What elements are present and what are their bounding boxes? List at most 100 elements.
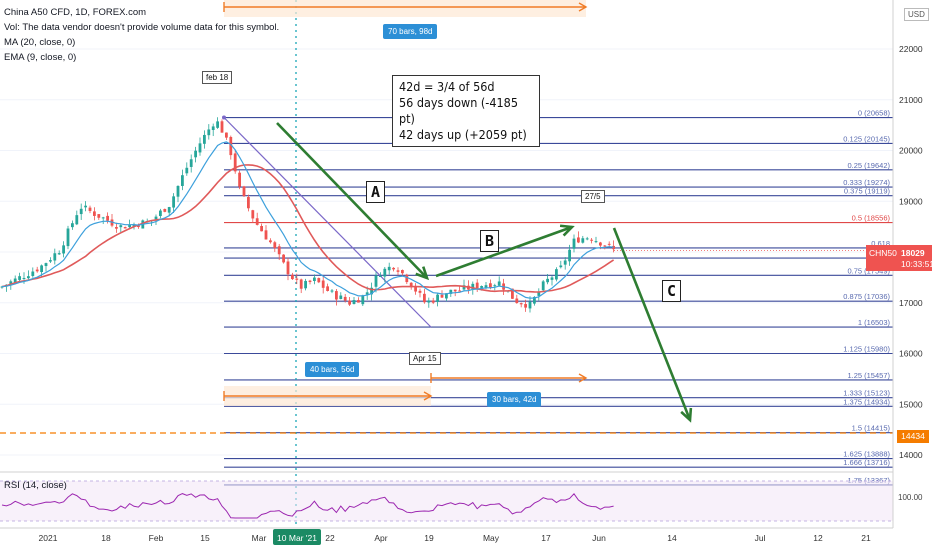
candle-body (264, 230, 268, 240)
x-tick-label: Jun (592, 533, 606, 543)
ruler-56d-head (423, 391, 433, 401)
ema-9-line (1, 141, 614, 299)
fib-level-label: 0 (20658) (858, 109, 891, 118)
candle-body (35, 269, 39, 272)
candle-body (304, 280, 307, 289)
candle-body (207, 129, 211, 136)
fib-level-label: 0.875 (17036) (843, 292, 890, 301)
candle-body (511, 288, 514, 299)
candle-body (181, 175, 184, 186)
candle-body (361, 295, 365, 305)
candle-body (62, 245, 65, 254)
note-box[interactable]: 42d = 3/4 of 56d 56 days down (-4185 pt)… (392, 75, 540, 147)
candle-body (352, 300, 356, 304)
ma-20-line (1, 164, 615, 293)
last-price-badge[interactable]: CHN50 18029 10:33:51 (866, 245, 932, 271)
candle-body (299, 279, 303, 289)
fib-level-label: 1 (16503) (858, 318, 891, 327)
y-tick-label: 14000 (899, 450, 923, 460)
feb18-label[interactable]: feb 18 (202, 71, 233, 84)
currency-label[interactable]: USD (904, 8, 929, 21)
candle-body (40, 265, 43, 273)
candle-body (519, 303, 523, 305)
candle-body (577, 237, 580, 243)
ma-legend[interactable]: MA (20, close, 0) (4, 37, 76, 48)
candle-body (405, 274, 409, 283)
label-c[interactable]: C (662, 280, 682, 302)
candle-body (163, 209, 167, 212)
fib-level-label: 0.5 (18556) (852, 214, 891, 223)
candle-body (128, 224, 131, 228)
candle-body (559, 265, 563, 268)
candle-body (370, 287, 373, 295)
candle-body (484, 285, 488, 288)
fib-retracement[interactable]: 0 (20658) 0.125 (20145) 0.25 (19642) 0.333 … (224, 109, 893, 486)
fib-level-label: 1.333 (15123) (843, 389, 890, 398)
candle-body (189, 159, 193, 167)
arrow-b-head (559, 224, 575, 237)
candle-body (101, 217, 105, 219)
rsi-level-label: 100.00 (898, 493, 923, 502)
candle-body (220, 121, 224, 133)
apr15-label[interactable]: Apr 15 (409, 352, 441, 365)
candle-body (66, 228, 70, 247)
label-a[interactable]: A (366, 181, 386, 203)
candle-body (528, 301, 532, 309)
candle-body (431, 300, 435, 303)
arrow-c[interactable] (612, 227, 692, 421)
candle-body (335, 291, 338, 300)
candle-body (211, 126, 215, 131)
bars-40-tag[interactable]: 40 bars, 56d (305, 362, 360, 377)
rsi-pane[interactable] (0, 471, 893, 522)
ema-legend[interactable]: EMA (9, close, 0) (4, 52, 77, 63)
note-line-3: 42 days up (+2059 pt) (399, 127, 527, 142)
cursor-date-badge[interactable] (273, 529, 321, 545)
x-tick-label: 10 Mar '21 (277, 533, 317, 543)
candle-body (154, 216, 158, 220)
candle-body (585, 238, 589, 240)
ruler-42d-head (578, 373, 588, 383)
candle-body (115, 227, 118, 229)
arrow-c-head (680, 407, 693, 423)
candle-body (555, 269, 558, 280)
bars-30-tag[interactable]: 30 bars, 42d (487, 392, 542, 407)
last-price-symbol: CHN50 (869, 248, 897, 258)
candle-body (453, 289, 457, 292)
candle-body (79, 208, 83, 215)
bars-70-tag[interactable]: 70 bars, 98d (383, 24, 438, 39)
support-price-badge[interactable]: 14434 (897, 430, 929, 443)
trend-line[interactable] (223, 117, 432, 328)
note-line-1: 42d = 3/4 of 56d (399, 79, 495, 94)
label-b[interactable]: B (480, 230, 500, 252)
rsi-legend[interactable]: RSI (14, close) (4, 480, 67, 491)
candle-body (93, 211, 96, 216)
x-tick-label: May (483, 533, 500, 543)
candle-body (537, 291, 541, 296)
candle-body (198, 143, 202, 153)
x-tick-label: 18 (101, 533, 111, 543)
arrow-a-head (415, 266, 430, 281)
candle-body (550, 277, 554, 280)
candle-body (31, 271, 35, 276)
fib-level-label: 1.25 (15457) (847, 371, 890, 380)
candle-body (71, 223, 74, 228)
candle-body (365, 292, 369, 295)
arrow-b[interactable] (435, 225, 573, 278)
drawings[interactable] (0, 0, 893, 528)
trend-line-start (222, 115, 226, 120)
candle-body (612, 245, 615, 250)
candle-body (277, 246, 281, 255)
candle-body (185, 167, 189, 174)
candle-body (572, 238, 576, 249)
arrow-a[interactable] (276, 122, 428, 279)
candle-body (176, 185, 180, 197)
trend-arrows[interactable] (276, 122, 693, 423)
fib-level-label: 1.666 (13716) (843, 458, 890, 467)
candle-body (603, 245, 607, 247)
symbol-legend[interactable]: China A50 CFD, 1D, FOREX.com (4, 7, 147, 18)
volume-legend[interactable]: Vol: The data vendor doesn't provide vol… (4, 22, 280, 33)
may27-label[interactable]: 27/5 (581, 190, 605, 203)
candle-body (49, 260, 52, 262)
candle-body (137, 224, 140, 228)
x-tick-label: Feb (149, 533, 164, 543)
